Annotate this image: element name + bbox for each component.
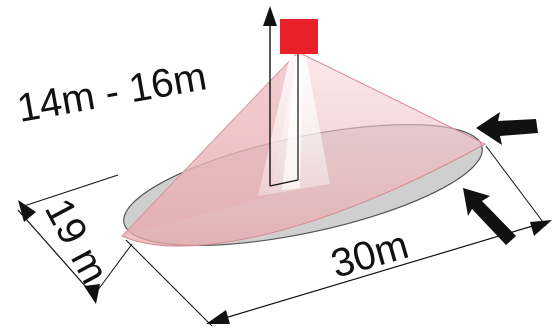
detection-cone — [121, 51, 487, 247]
approach-arrows — [463, 112, 538, 245]
length-dimension — [125, 145, 552, 327]
width-dimension — [17, 174, 133, 304]
length-ext-right — [485, 145, 547, 227]
height-foot-line — [269, 179, 299, 187]
width-dim-line — [17, 209, 95, 297]
height-dimension — [263, 6, 299, 187]
length-dim-line — [217, 221, 547, 321]
arrow-down-icon — [84, 284, 100, 304]
arrow-left-icon — [206, 310, 230, 324]
length-label: 30m — [326, 223, 413, 287]
arrow-up-icon — [263, 6, 277, 26]
width-ext-top — [23, 174, 119, 207]
arrow-left-big-icon — [476, 112, 538, 145]
width-label: 19 m — [36, 192, 117, 291]
arrow-up-left-icon — [18, 200, 36, 222]
height-label: 14m - 16m — [14, 54, 210, 131]
cone-shadow-left — [122, 52, 298, 236]
sensor-icon — [280, 19, 318, 54]
length-ext-left — [125, 239, 213, 327]
arrow-right-icon — [530, 220, 552, 236]
arrow-up-big-icon — [463, 188, 516, 245]
